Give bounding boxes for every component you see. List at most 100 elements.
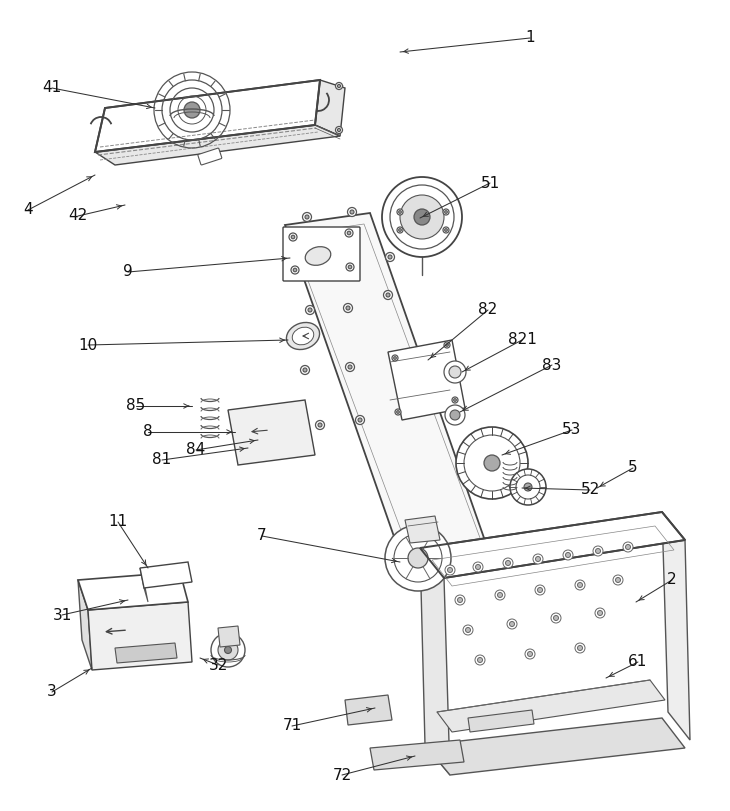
Polygon shape xyxy=(425,718,685,775)
Circle shape xyxy=(458,598,463,603)
Text: 71: 71 xyxy=(283,719,301,733)
Circle shape xyxy=(443,227,449,233)
Polygon shape xyxy=(437,680,665,732)
Circle shape xyxy=(347,208,356,217)
Circle shape xyxy=(563,550,573,560)
Circle shape xyxy=(595,608,605,618)
Circle shape xyxy=(593,546,603,556)
Circle shape xyxy=(615,577,620,582)
Circle shape xyxy=(345,229,353,237)
Circle shape xyxy=(597,611,602,616)
Polygon shape xyxy=(285,213,490,568)
Circle shape xyxy=(450,410,460,420)
Text: 3: 3 xyxy=(47,684,57,700)
Circle shape xyxy=(305,306,315,315)
Polygon shape xyxy=(315,80,345,136)
Circle shape xyxy=(453,399,456,401)
Circle shape xyxy=(301,366,310,375)
Circle shape xyxy=(577,582,583,587)
Circle shape xyxy=(475,655,485,665)
Circle shape xyxy=(525,649,535,659)
Circle shape xyxy=(336,83,342,89)
Circle shape xyxy=(396,410,399,414)
Circle shape xyxy=(455,595,465,605)
Text: 1: 1 xyxy=(525,31,535,45)
Text: 85: 85 xyxy=(126,398,145,414)
Circle shape xyxy=(533,554,543,564)
Circle shape xyxy=(289,233,297,241)
Circle shape xyxy=(408,548,428,568)
Text: 81: 81 xyxy=(153,453,172,467)
Circle shape xyxy=(305,215,309,219)
Circle shape xyxy=(484,455,500,471)
Circle shape xyxy=(443,209,449,215)
Circle shape xyxy=(225,646,231,654)
Circle shape xyxy=(626,544,631,550)
Circle shape xyxy=(475,564,480,569)
Circle shape xyxy=(385,252,394,261)
Circle shape xyxy=(388,255,392,259)
Circle shape xyxy=(336,127,342,134)
Circle shape xyxy=(566,552,571,557)
Circle shape xyxy=(445,344,448,346)
Text: 82: 82 xyxy=(478,303,498,317)
Text: 11: 11 xyxy=(108,514,128,530)
Circle shape xyxy=(444,342,450,348)
Polygon shape xyxy=(388,340,465,420)
Circle shape xyxy=(344,303,353,312)
Circle shape xyxy=(477,658,483,663)
Circle shape xyxy=(392,355,398,361)
Circle shape xyxy=(348,365,352,369)
Circle shape xyxy=(356,415,364,424)
Circle shape xyxy=(397,209,403,215)
Circle shape xyxy=(596,548,601,553)
Circle shape xyxy=(623,542,633,552)
Circle shape xyxy=(445,211,447,213)
Polygon shape xyxy=(95,125,340,165)
Circle shape xyxy=(211,633,245,667)
Circle shape xyxy=(551,613,561,623)
Circle shape xyxy=(575,643,585,653)
Polygon shape xyxy=(140,562,192,588)
Ellipse shape xyxy=(305,247,331,265)
Text: 2: 2 xyxy=(667,573,677,587)
Text: 42: 42 xyxy=(69,208,88,224)
Circle shape xyxy=(346,306,350,310)
Text: 83: 83 xyxy=(542,358,561,372)
Circle shape xyxy=(536,556,540,561)
Circle shape xyxy=(400,195,444,239)
Polygon shape xyxy=(468,710,534,732)
Ellipse shape xyxy=(286,323,320,350)
Circle shape xyxy=(386,293,390,297)
Circle shape xyxy=(577,646,583,650)
Circle shape xyxy=(346,263,354,271)
Circle shape xyxy=(358,418,362,422)
Polygon shape xyxy=(345,695,392,725)
Circle shape xyxy=(535,585,545,595)
Polygon shape xyxy=(140,568,148,602)
Text: 7: 7 xyxy=(257,529,266,543)
Text: 41: 41 xyxy=(42,80,61,96)
Circle shape xyxy=(303,368,307,372)
Circle shape xyxy=(393,357,396,359)
Polygon shape xyxy=(228,400,315,465)
Circle shape xyxy=(495,590,505,600)
Circle shape xyxy=(308,308,312,312)
Circle shape xyxy=(452,397,458,403)
Text: 51: 51 xyxy=(480,175,499,191)
Polygon shape xyxy=(662,512,690,740)
Circle shape xyxy=(399,229,402,231)
Circle shape xyxy=(315,420,325,430)
Text: 9: 9 xyxy=(123,264,133,280)
Text: 821: 821 xyxy=(507,333,537,347)
Text: 61: 61 xyxy=(629,654,648,670)
Circle shape xyxy=(444,361,466,383)
Polygon shape xyxy=(78,580,92,670)
Polygon shape xyxy=(370,740,464,770)
Circle shape xyxy=(293,268,297,272)
Circle shape xyxy=(575,580,585,590)
Circle shape xyxy=(498,593,502,598)
Circle shape xyxy=(503,558,513,568)
Circle shape xyxy=(383,290,393,299)
Text: 4: 4 xyxy=(23,203,33,217)
